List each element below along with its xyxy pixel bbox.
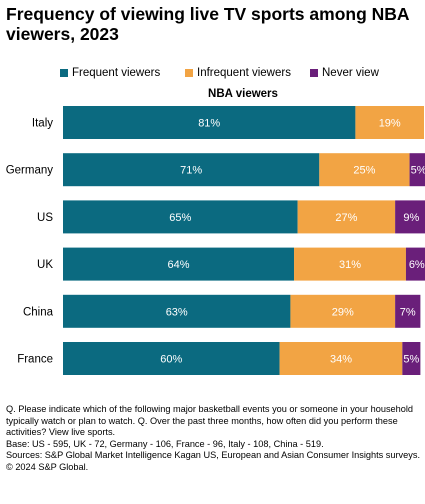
bar-value-label: 31% (339, 259, 361, 271)
bar-value-label: 6% (409, 259, 425, 271)
category-label: China (23, 306, 54, 318)
legend: Frequent viewers Infrequent viewers Neve… (0, 67, 425, 83)
legend-swatch-infrequent (185, 69, 193, 77)
bar-chart: Italy 81% 19% Germany 71% 25% 5% US 65% 27% 9% UK 64… (6, 106, 425, 375)
bar-segment (294, 247, 406, 281)
bar-segment (63, 342, 280, 375)
category-label: US (37, 212, 53, 224)
bar-value-label: 5% (411, 165, 425, 177)
bar-value-label: 29% (332, 306, 354, 318)
legend-item-never: Never view (310, 67, 379, 79)
category-label: UK (37, 259, 53, 271)
bar-segment (319, 153, 410, 187)
category-label: Germany (6, 165, 54, 177)
bar-segment (409, 153, 425, 187)
bar-segment (355, 106, 424, 139)
bar-value-label: 25% (353, 165, 375, 177)
note-sources: Sources: S&P Global Market Intelligence … (6, 450, 421, 461)
bar-segment (63, 106, 356, 139)
bar-segment (63, 200, 298, 234)
bar-value-label: 27% (335, 212, 357, 224)
bar-segment (297, 200, 396, 234)
legend-label-infrequent: Infrequent viewers (197, 67, 291, 79)
legend-label-frequent: Frequent viewers (72, 67, 161, 79)
note-question: Q. Please indicate which of the followin… (6, 404, 414, 438)
bar-value-label: 60% (160, 354, 182, 366)
note-base: Base: US - 595, UK - 72, Germany - 106, … (6, 438, 324, 449)
bar-value-label: 9% (403, 212, 419, 224)
category-label: Italy (32, 118, 53, 130)
bar-segment (63, 153, 320, 187)
chart-title: Frequency of viewing live TV sports amon… (6, 4, 409, 44)
legend-swatch-frequent (60, 69, 68, 77)
chart-notes: Q. Please indicate which of the followin… (6, 404, 421, 474)
bar-segment (279, 342, 403, 375)
legend-item-infrequent: Infrequent viewers (185, 67, 291, 79)
category-label: France (17, 354, 53, 366)
bar-segment (395, 294, 421, 328)
bar-value-label: 7% (400, 306, 416, 318)
legend-label-never: Never view (322, 67, 379, 79)
bar-value-label: 19% (379, 118, 401, 130)
legend-swatch-never (310, 69, 318, 77)
bar-value-label: 5% (403, 354, 419, 366)
bar-segment (63, 247, 295, 281)
chart-subtitle: NBA viewers (208, 88, 278, 100)
bar-value-label: 64% (168, 259, 190, 271)
bar-value-label: 65% (169, 212, 191, 224)
bar-segment (402, 342, 421, 375)
bar-segment (405, 247, 425, 281)
bar-value-label: 81% (198, 118, 220, 130)
bar-value-label: 71% (180, 165, 202, 177)
legend-item-frequent: Frequent viewers (60, 67, 160, 79)
note-copyright: © 2024 S&P Global. (6, 461, 89, 472)
bar-value-label: 63% (166, 306, 188, 318)
bar-segment (63, 294, 291, 328)
bar-value-label: 34% (330, 354, 352, 366)
bar-segment (290, 294, 396, 328)
bar-segment (395, 200, 425, 234)
